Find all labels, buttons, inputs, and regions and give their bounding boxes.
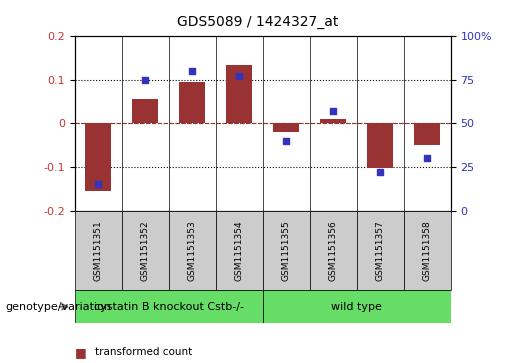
Text: transformed count: transformed count (95, 347, 193, 357)
Text: GSM1151354: GSM1151354 (235, 220, 244, 281)
Bar (168, 211, 216, 290)
Point (423, 155, 431, 161)
Bar (273, 123, 299, 132)
Point (235, 73, 243, 79)
Text: cystatin B knockout Cstb-/-: cystatin B knockout Cstb-/- (94, 302, 244, 312)
Bar (85, 123, 111, 191)
Point (141, 77, 149, 83)
Text: GSM1151357: GSM1151357 (375, 220, 385, 281)
Point (94, 182, 102, 187)
Bar (263, 290, 451, 323)
Text: GSM1151351: GSM1151351 (94, 220, 102, 281)
Bar (226, 65, 252, 123)
Bar (310, 211, 356, 290)
Point (329, 108, 337, 114)
Bar (75, 290, 263, 323)
Bar (179, 82, 205, 123)
Text: GSM1151355: GSM1151355 (282, 220, 290, 281)
Text: GSM1151353: GSM1151353 (187, 220, 197, 281)
Bar (75, 211, 122, 290)
Bar (216, 211, 263, 290)
Bar (263, 211, 310, 290)
Bar (122, 211, 168, 290)
Text: GSM1151358: GSM1151358 (423, 220, 432, 281)
Point (188, 68, 196, 74)
Bar (367, 123, 393, 168)
Point (376, 169, 384, 175)
Text: genotype/variation: genotype/variation (5, 302, 111, 312)
Text: GSM1151356: GSM1151356 (329, 220, 338, 281)
Point (282, 138, 290, 144)
Bar (414, 123, 440, 145)
Text: GSM1151352: GSM1151352 (141, 220, 150, 281)
Bar (132, 99, 158, 123)
Text: wild type: wild type (331, 302, 382, 312)
Text: ■: ■ (75, 346, 87, 359)
Text: GDS5089 / 1424327_at: GDS5089 / 1424327_at (177, 15, 338, 29)
Bar (356, 211, 404, 290)
Bar (320, 119, 346, 123)
Bar (404, 211, 451, 290)
